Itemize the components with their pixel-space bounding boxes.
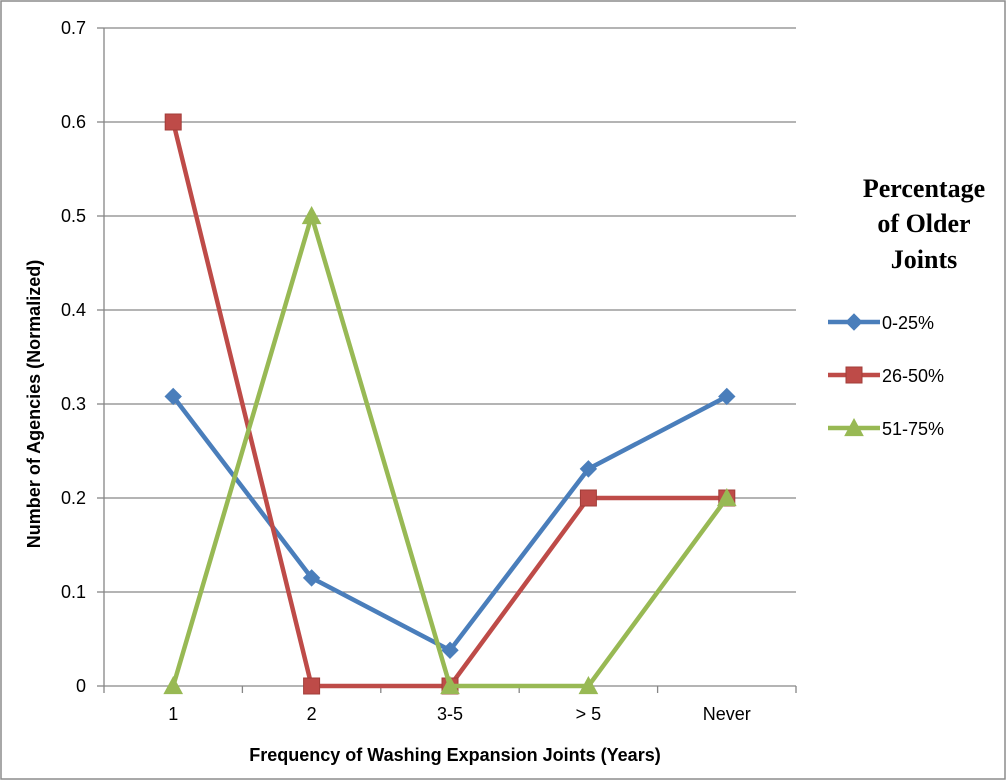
point-marker-triangle bbox=[716, 487, 737, 507]
point-marker-triangle bbox=[578, 675, 599, 695]
y-tick-label: 0.6 bbox=[61, 112, 86, 132]
point-marker-triangle bbox=[844, 417, 864, 437]
x-tick-label: 3-5 bbox=[437, 704, 463, 724]
y-tick-label: 0.5 bbox=[61, 206, 86, 226]
y-tick-label: 0.3 bbox=[61, 394, 86, 414]
point-marker-diamond bbox=[164, 387, 182, 406]
point-marker-triangle bbox=[440, 675, 460, 695]
point-marker-diamond bbox=[845, 313, 863, 331]
point-marker-diamond bbox=[302, 569, 321, 587]
legend-entry: 26-50% bbox=[828, 366, 944, 386]
y-axis-title: Number of Agencies (Normalized) bbox=[24, 260, 44, 548]
y-tick-label: 0.7 bbox=[61, 18, 86, 38]
legend-title-line-3: Joints bbox=[891, 245, 957, 274]
legend-label: 0-25% bbox=[882, 313, 934, 333]
point-marker-square bbox=[303, 677, 321, 695]
point-marker-square bbox=[164, 113, 182, 131]
point-marker-triangle bbox=[163, 675, 184, 695]
y-tick-label: 0 bbox=[76, 676, 86, 696]
point-marker-diamond bbox=[579, 460, 598, 478]
point-marker-triangle bbox=[301, 205, 322, 225]
x-tick-label: > 5 bbox=[576, 704, 602, 724]
y-tick-label: 0.4 bbox=[61, 300, 86, 320]
legend-label: 26-50% bbox=[882, 366, 944, 386]
x-tick-label: 2 bbox=[307, 704, 317, 724]
x-axis-title: Frequency of Washing Expansion Joints (Y… bbox=[249, 745, 660, 765]
point-marker-square bbox=[845, 366, 863, 384]
x-tick-label: 1 bbox=[168, 704, 178, 724]
y-tick-label: 0.1 bbox=[61, 582, 86, 602]
legend-entry: 51-75% bbox=[828, 417, 944, 439]
x-tick-labels: 1 2 3-5 > 5 Never bbox=[168, 704, 751, 724]
series-0-25% bbox=[164, 387, 736, 659]
y-tick-labels: 0 0.1 0.2 0.3 0.4 0.5 0.6 0.7 bbox=[61, 18, 86, 696]
legend-label: 51-75% bbox=[882, 419, 944, 439]
legend-title-line-2: of Older bbox=[877, 209, 970, 238]
legend-title-line-1: Percentage bbox=[863, 174, 985, 203]
legend-entry: 0-25% bbox=[828, 313, 934, 333]
point-marker-diamond bbox=[718, 387, 736, 406]
y-tick-label: 0.2 bbox=[61, 488, 86, 508]
legend-entries: 0-25% 26-50% 51-75% bbox=[828, 313, 944, 439]
point-marker-square bbox=[579, 489, 597, 507]
legend: Percentage of Older Joints 0-25% 26-50% 51… bbox=[828, 174, 985, 439]
point-marker-diamond bbox=[441, 641, 459, 659]
series-group bbox=[163, 113, 737, 695]
series-51-75% bbox=[163, 205, 737, 695]
x-tick-label: Never bbox=[703, 704, 751, 724]
